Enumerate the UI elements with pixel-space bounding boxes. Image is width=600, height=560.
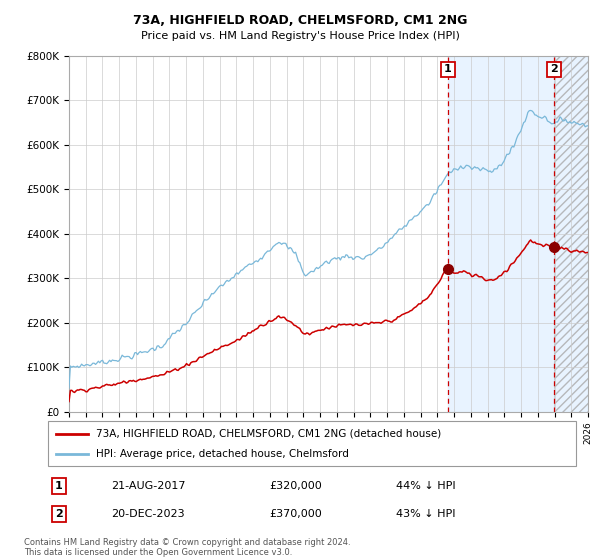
Text: 21-AUG-2017: 21-AUG-2017 bbox=[112, 481, 186, 491]
Text: 20-DEC-2023: 20-DEC-2023 bbox=[112, 509, 185, 519]
Text: 2: 2 bbox=[550, 64, 558, 74]
Text: 43% ↓ HPI: 43% ↓ HPI bbox=[397, 509, 456, 519]
Text: 2: 2 bbox=[55, 509, 62, 519]
Text: 73A, HIGHFIELD ROAD, CHELMSFORD, CM1 2NG: 73A, HIGHFIELD ROAD, CHELMSFORD, CM1 2NG bbox=[133, 14, 467, 27]
FancyBboxPatch shape bbox=[48, 421, 576, 466]
Text: Contains HM Land Registry data © Crown copyright and database right 2024.
This d: Contains HM Land Registry data © Crown c… bbox=[24, 538, 350, 557]
Bar bbox=[448, 56, 588, 412]
Bar bbox=[554, 56, 588, 412]
Text: HPI: Average price, detached house, Chelmsford: HPI: Average price, detached house, Chel… bbox=[95, 449, 349, 459]
Text: 1: 1 bbox=[55, 481, 62, 491]
Text: £320,000: £320,000 bbox=[270, 481, 323, 491]
Text: £370,000: £370,000 bbox=[270, 509, 323, 519]
Text: 1: 1 bbox=[444, 64, 452, 74]
Text: Price paid vs. HM Land Registry's House Price Index (HPI): Price paid vs. HM Land Registry's House … bbox=[140, 31, 460, 41]
Text: 44% ↓ HPI: 44% ↓ HPI bbox=[397, 481, 456, 491]
Text: 73A, HIGHFIELD ROAD, CHELMSFORD, CM1 2NG (detached house): 73A, HIGHFIELD ROAD, CHELMSFORD, CM1 2NG… bbox=[95, 428, 441, 438]
